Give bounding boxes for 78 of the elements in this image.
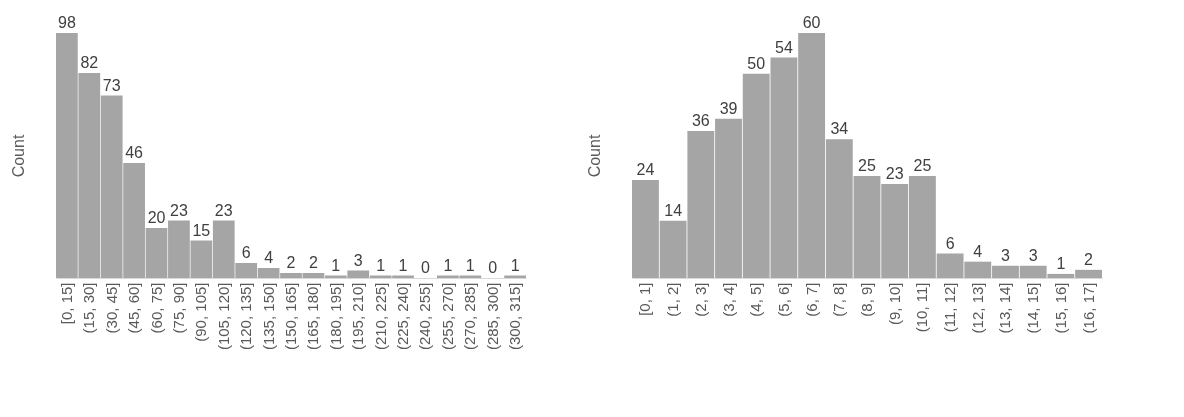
- data-label: 39: [719, 99, 738, 117]
- x-tick-label: (2, 3]: [691, 282, 709, 317]
- data-label: 2: [308, 254, 318, 271]
- data-label: 0: [488, 259, 498, 276]
- data-label: 23: [885, 165, 904, 183]
- data-label: 82: [80, 54, 99, 71]
- x-tick-label: (10, 11]: [913, 282, 931, 333]
- data-label: 54: [775, 38, 793, 56]
- data-label: 23: [170, 201, 188, 219]
- x-tick-label: [0, 15]: [57, 282, 75, 325]
- x-tick-label: (105, 120]: [214, 282, 232, 351]
- data-label: 3: [1028, 246, 1038, 264]
- x-tick-label: (195, 210]: [349, 282, 367, 351]
- x-tick-label: (1, 2]: [664, 282, 682, 317]
- x-tick-label: (15, 30]: [80, 282, 98, 334]
- data-label: 4: [973, 242, 983, 260]
- data-label: 2: [286, 254, 296, 271]
- data-label: 1: [376, 256, 386, 274]
- x-tick-label: (165, 180]: [304, 282, 322, 351]
- x-tick-label: (120, 135]: [237, 282, 255, 351]
- x-tick-label: (300, 315]: [506, 282, 524, 351]
- x-tick-label: (60, 75]: [147, 282, 165, 334]
- x-tick-label: (9, 10]: [885, 282, 903, 326]
- x-tick-label: (5, 6]: [774, 282, 792, 317]
- data-label: 4: [264, 249, 274, 266]
- data-label: 1: [443, 256, 453, 274]
- data-label: 20: [147, 209, 166, 226]
- x-tick-label: (8, 9]: [858, 282, 875, 317]
- data-label: 1: [465, 256, 475, 274]
- data-label: 6: [945, 234, 955, 252]
- data-label: 14: [664, 201, 683, 219]
- x-tick-label: [0, 1]: [636, 282, 654, 316]
- data-label: 36: [691, 112, 710, 129]
- data-label: 25: [913, 156, 932, 174]
- x-tick-label: (240, 255]: [416, 282, 434, 351]
- x-tick-label: (4, 5]: [747, 282, 765, 317]
- data-label: 73: [102, 76, 121, 94]
- x-tick-label: (15, 16]: [1051, 282, 1069, 334]
- data-label: 60: [802, 14, 821, 31]
- x-tick-label: (45, 60]: [125, 282, 143, 334]
- x-tick-label: (180, 195]: [326, 282, 344, 351]
- data-label: 98: [57, 14, 76, 31]
- x-tick-label: (12, 13]: [968, 282, 986, 334]
- x-tick-label: (150, 165]: [282, 282, 299, 351]
- data-label: 15: [192, 221, 211, 239]
- x-tick-label: (7, 8]: [830, 282, 848, 317]
- x-tick-label: (14, 15]: [1024, 282, 1042, 334]
- data-label: 25: [858, 156, 876, 174]
- data-label: 1: [331, 256, 341, 274]
- y-axis-title: Count: [9, 134, 27, 178]
- y-axis-title: Count: [585, 134, 603, 178]
- data-label: 0: [421, 259, 431, 276]
- data-label: 23: [214, 201, 233, 219]
- data-label: 3: [1001, 246, 1011, 264]
- x-tick-label: (270, 285]: [461, 282, 479, 351]
- x-tick-label: (210, 225]: [371, 282, 389, 351]
- x-tick-label: (90, 105]: [192, 282, 210, 342]
- data-label: 6: [241, 244, 251, 261]
- data-label: 1: [510, 256, 520, 274]
- x-tick-label: (30, 45]: [102, 282, 120, 334]
- data-label: 3: [353, 251, 363, 269]
- data-label: 50: [747, 54, 766, 72]
- x-tick-label: (13, 14]: [996, 282, 1014, 334]
- x-tick-label: (6, 7]: [802, 282, 820, 317]
- x-tick-label: (11, 12]: [941, 282, 959, 333]
- data-label: 1: [1056, 254, 1066, 272]
- x-tick-label: (3, 4]: [719, 282, 737, 317]
- data-label: 34: [830, 120, 849, 138]
- data-label: 24: [636, 161, 655, 178]
- x-tick-label: (255, 270]: [438, 282, 456, 351]
- x-tick-label: (285, 300]: [483, 282, 501, 351]
- x-tick-label: (135, 150]: [259, 282, 277, 351]
- x-tick-label: (16, 17]: [1079, 282, 1097, 334]
- data-label: 1: [398, 256, 408, 274]
- x-tick-label: (225, 240]: [394, 282, 412, 351]
- data-label: 2: [1084, 250, 1094, 268]
- data-label: 46: [125, 144, 144, 161]
- x-tick-label: (75, 90]: [169, 282, 187, 334]
